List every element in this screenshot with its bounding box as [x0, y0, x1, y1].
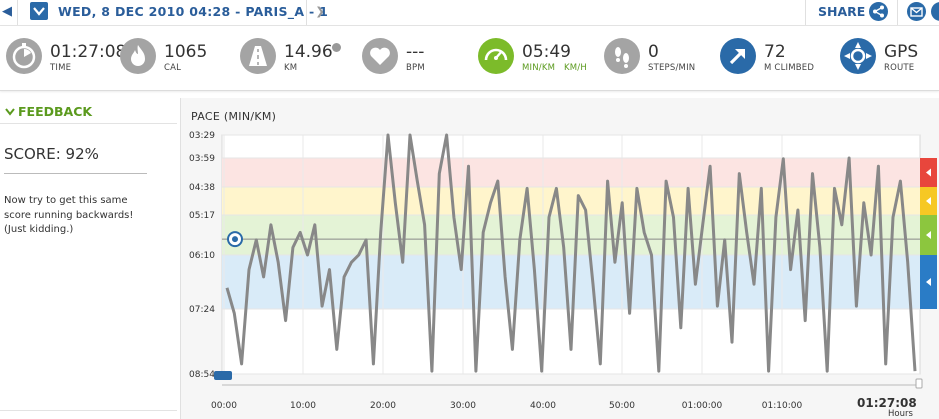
pace-value: 05:49: [522, 42, 571, 62]
edit-distance-icon[interactable]: [332, 43, 341, 52]
gps-label: ROUTE: [884, 63, 915, 73]
divider: [0, 410, 177, 411]
feedback-header[interactable]: FEEDBACK: [0, 98, 177, 124]
feedback-message: Now try to get this same score running b…: [4, 195, 134, 235]
stopwatch-icon: [6, 38, 42, 74]
pace-chart-panel: PACE (MIN/KM) 03:29 03:59 04:38 05:17 06:10 0…: [180, 98, 939, 419]
next-arrow-icon[interactable]: ❯: [315, 5, 325, 18]
pace-line[interactable]: [225, 133, 917, 373]
y-tick-label: 07:24: [189, 305, 215, 315]
steps-value: 0: [648, 42, 659, 62]
bpm-value: ---: [406, 42, 425, 62]
footprints-icon: [604, 38, 640, 74]
chevron-down-icon: [5, 108, 15, 116]
y-tick-label: 06:10: [189, 251, 215, 261]
score-text: SCORE: 92%: [4, 145, 99, 163]
x-tick-label: 00:00: [211, 401, 237, 411]
arrow-up-right-icon: [720, 38, 756, 74]
y-tick-label: 04:38: [189, 183, 215, 193]
climbed-label: M CLIMBED: [764, 63, 815, 73]
feedback-title: FEEDBACK: [18, 104, 93, 119]
distance-value: 14.96: [284, 42, 333, 62]
divider: [17, 0, 18, 25]
gps-value: GPS: [884, 42, 919, 62]
x-tick-label: 10:00: [290, 401, 316, 411]
divider: [4, 173, 147, 174]
zone-band-red: [222, 158, 920, 187]
bpm-label: BPM: [406, 63, 425, 73]
distance-label: KM: [284, 63, 298, 73]
x-tick-label: 01:00:00: [682, 401, 723, 411]
climbed-value: 72: [764, 42, 786, 62]
y-tick-label: 03:29: [189, 131, 215, 141]
pace-chart[interactable]: 03:29 03:59 04:38 05:17 06:10 07:24 08:54 00:00…: [181, 98, 939, 419]
run-title[interactable]: WED, 8 DEC 2010 04:28 - PARIS_A - 1: [58, 4, 329, 19]
email-icon[interactable]: [907, 2, 926, 21]
y-tick-label: 05:17: [189, 211, 215, 221]
x-axis-label: Hours: [888, 409, 913, 419]
stats-bar: 01:27:08 TIME 1065 CAL 14.96 KM --- BPM …: [0, 26, 939, 91]
y-tick-label: 03:59: [189, 154, 215, 164]
top-bar: ◀ WED, 8 DEC 2010 04:28 - PARIS_A - 1 ❯ …: [0, 0, 939, 26]
zone-tab-arrow-icon: [926, 168, 931, 177]
zone-tab-arrow-icon: [926, 278, 931, 286]
zone-band-green: [222, 215, 920, 255]
x-tick-label: 40:00: [530, 401, 556, 411]
compass-icon[interactable]: [840, 38, 876, 74]
heart-icon: [362, 38, 398, 74]
time-label: TIME: [50, 63, 72, 73]
x-tick-label: 01:10:00: [762, 401, 803, 411]
pace-unit-kmh[interactable]: KM/H: [564, 63, 587, 73]
flame-icon: [120, 38, 156, 74]
more-icon[interactable]: [931, 2, 939, 21]
cal-value: 1065: [164, 42, 208, 62]
timeline-end-handle[interactable]: [915, 378, 923, 389]
x-tick-label: 30:00: [450, 401, 476, 411]
divider: [0, 123, 177, 124]
time-value: 01:27:08: [50, 42, 127, 62]
y-tick-label: 08:54: [189, 370, 215, 380]
zone-tab-arrow-icon: [926, 231, 931, 239]
zone-tab-arrow-icon: [926, 197, 931, 205]
share-button[interactable]: SHARE: [818, 4, 866, 19]
feedback-panel: FEEDBACK SCORE: 92% Now try to get this …: [0, 98, 177, 419]
divider: [805, 0, 806, 25]
prev-arrow-icon[interactable]: ◀: [2, 4, 12, 19]
share-icon[interactable]: [869, 2, 888, 21]
cal-label: CAL: [164, 63, 182, 73]
average-pace-marker-dot: [232, 236, 238, 243]
zone-band-yellow: [222, 187, 920, 215]
divider: [897, 0, 898, 25]
steps-label: STEPS/MIN: [648, 63, 696, 73]
timeline-handle[interactable]: [214, 371, 232, 380]
speedometer-icon[interactable]: [478, 38, 514, 74]
date-dropdown-icon[interactable]: [30, 2, 48, 20]
x-tick-label: 50:00: [609, 401, 635, 411]
road-icon: [240, 38, 276, 74]
total-time: 01:27:08: [857, 396, 917, 410]
chart-title: PACE (MIN/KM): [191, 110, 277, 123]
x-tick-label: 20:00: [370, 401, 396, 411]
pace-unit-minkm[interactable]: MIN/KM: [522, 63, 556, 73]
divider: [306, 0, 307, 25]
